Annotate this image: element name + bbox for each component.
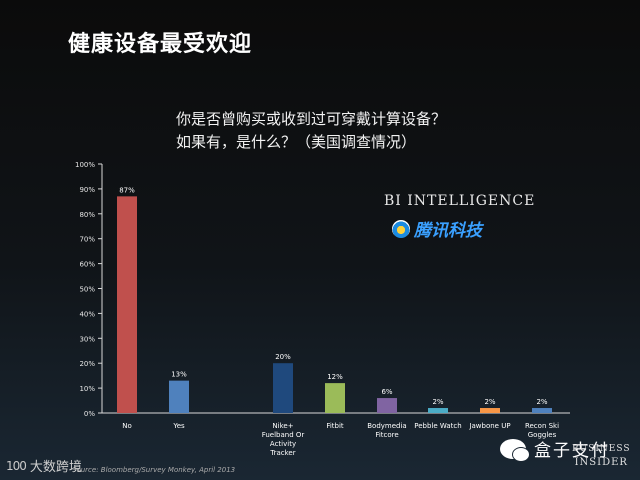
watermark-left: 100 大数跨境 — [6, 456, 82, 476]
bar-5 — [377, 398, 397, 413]
source-note: Source: Bloomberg/Survey Monkey, April 2… — [72, 466, 236, 474]
y-tick-label: 0% — [84, 410, 95, 418]
bar-value-label: 2% — [432, 398, 443, 406]
category-label: Nike+ — [272, 422, 293, 430]
bi-intelligence-logo: BI INTELLIGENCE — [384, 193, 536, 209]
category-label: Activity — [270, 440, 296, 448]
business-insider-logo: BUSINESS INSIDER — [572, 443, 631, 469]
bar-value-label: 2% — [536, 398, 547, 406]
survey-question: 你是否曾购买或收到过可穿戴计算设备？ 如果有，是什么？（美国调查情况） — [176, 108, 446, 154]
category-label: Pebble Watch — [414, 422, 461, 430]
category-label: Fitbit — [326, 422, 344, 430]
bar-3 — [273, 363, 293, 413]
watermark-left-label: 大数跨境 — [29, 460, 82, 475]
bar-value-label: 2% — [484, 398, 495, 406]
y-tick-label: 40% — [79, 310, 95, 318]
tencent-tech-label: 腾讯科技 — [414, 221, 482, 241]
bar-4 — [325, 383, 345, 413]
bar-value-label: 87% — [119, 186, 135, 194]
question-line-1: 你是否曾购买或收到过可穿戴计算设备？ — [176, 110, 447, 128]
y-tick-label: 90% — [79, 186, 95, 194]
y-tick-label: 50% — [79, 286, 95, 294]
bar-6 — [428, 408, 448, 413]
category-label: Recon Ski — [525, 422, 559, 430]
y-tick-label: 80% — [79, 211, 95, 219]
y-tick-label: 60% — [79, 261, 95, 269]
bar-value-label: 6% — [381, 388, 392, 396]
y-tick-label: 70% — [79, 236, 95, 244]
watermark-right: 盒子支付 — [500, 436, 610, 462]
watermark-logo-icon: 100 — [6, 458, 27, 473]
category-label: Tracker — [269, 449, 295, 457]
business-insider-line-2: INSIDER — [574, 457, 628, 468]
bar-value-label: 20% — [275, 353, 291, 361]
category-label: Goggles — [528, 431, 557, 439]
bar-1 — [117, 196, 137, 413]
wechat-icon — [500, 438, 530, 462]
y-tick-label: 20% — [79, 360, 95, 368]
category-label: Bodymedia — [367, 422, 406, 430]
bar-2 — [169, 380, 189, 413]
category-label: Fuelband Or — [262, 431, 305, 439]
watermark-right-label: 盒子支付 — [534, 441, 610, 461]
y-tick-label: 10% — [79, 385, 95, 393]
category-label: No — [122, 422, 132, 430]
category-label: Yes — [172, 422, 185, 430]
tencent-icon — [392, 219, 410, 238]
bar-7 — [480, 408, 500, 413]
y-tick-label: 30% — [79, 335, 95, 343]
tencent-tech-logo: 腾讯科技 — [392, 216, 482, 241]
business-insider-line-1: BUSINESS — [572, 444, 631, 454]
y-tick-label: 100% — [75, 161, 95, 169]
category-label: Jawbone UP — [468, 422, 510, 430]
bar-8 — [532, 408, 552, 413]
category-label: Fitcore — [375, 431, 398, 439]
bar-value-label: 12% — [327, 373, 343, 381]
question-line-2: 如果有，是什么？（美国调查情况） — [176, 133, 417, 151]
bar-value-label: 13% — [171, 371, 187, 379]
slide-title: 健康设备最受欢迎 — [68, 32, 253, 57]
